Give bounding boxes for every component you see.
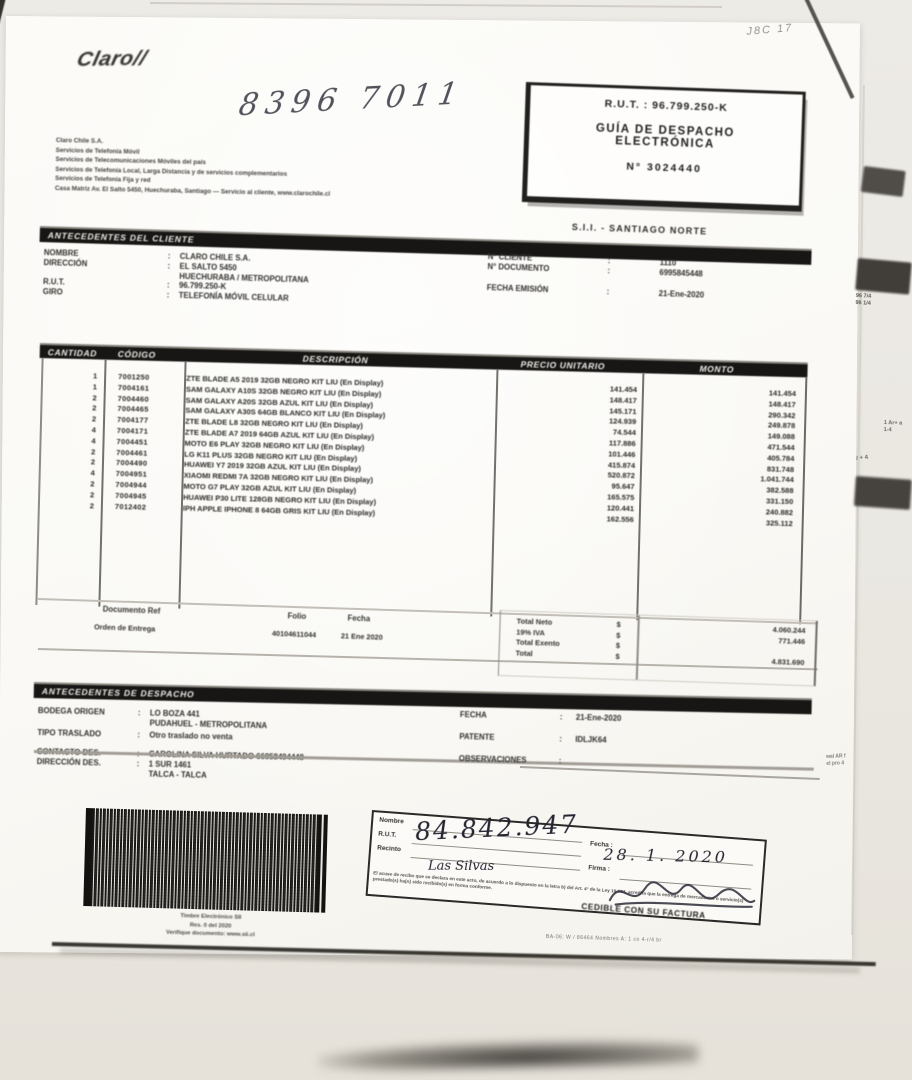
- field-colon: :: [558, 756, 562, 766]
- item-code: 7012402: [114, 501, 147, 512]
- signature-scribble: [608, 881, 756, 908]
- scan-artifact-mark: [855, 258, 912, 295]
- currency-sign: $: [615, 640, 621, 650]
- ref-value-documento: Orden de Entrega: [93, 622, 156, 634]
- handwritten-name: Las Silvas: [427, 858, 495, 875]
- col-header-cantidad: CANTIDAD: [47, 346, 98, 358]
- field-value: IDLJK64: [575, 734, 607, 745]
- field-colon: :: [166, 280, 170, 290]
- receipt-box: Nombre R.U.T. Recinto Fecha : Firma : 84…: [365, 810, 767, 926]
- field-colon: :: [167, 261, 171, 271]
- field-colon: [167, 271, 179, 281]
- field-colon: :: [167, 251, 171, 261]
- col-header-codigo: CÓDIGO: [117, 348, 156, 360]
- col-header-monto: MONTO: [699, 363, 735, 375]
- field-value: TALCA - TALCA: [148, 769, 207, 780]
- items-rows: 1 7001250 ZTE BLADE A5 2019 32GB NEGRO K…: [36, 370, 807, 530]
- field-value: PUDAHUEL - METROPOLITANA: [149, 718, 268, 731]
- currency-sign: $: [616, 619, 621, 630]
- scan-artifact-mark: [853, 476, 912, 510]
- field-value: Otro traslado no venta: [149, 730, 233, 742]
- receipt-label-recinto: Recinto: [376, 844, 402, 854]
- field-label: FECHA: [459, 710, 487, 720]
- field-colon: :: [136, 759, 140, 769]
- company-info-block: Claro Chile S.A. Servicios de Telefonía M…: [55, 136, 331, 199]
- dispatch-fields-right: FECHA : 21-Ene-2020 PATENTE : IDLJK64 OB…: [458, 710, 810, 785]
- receipt-label-nombre: Nombre: [379, 816, 405, 826]
- item-quantity: 2: [89, 500, 95, 510]
- scan-artifact-mark: [860, 166, 906, 197]
- field-colon: :: [166, 290, 170, 300]
- issuer-rut: R.U.T. : 96.799.250-K: [604, 97, 728, 115]
- field-colon: [136, 769, 148, 779]
- total-label: Total: [515, 648, 533, 658]
- receipt-label-rut: R.U.T.: [377, 830, 397, 839]
- field-colon: :: [137, 708, 141, 718]
- field-row: PATENTE : IDLJK64: [459, 732, 809, 751]
- ref-value-fecha: 21 Ene 2020: [340, 631, 383, 642]
- handwritten-date: 28. 1. 2020: [603, 844, 729, 867]
- field-colon: :: [137, 730, 141, 740]
- field-colon: :: [607, 266, 611, 276]
- receipt-label-firma: Firma :: [588, 864, 611, 873]
- background-sheet-edge: [149, 2, 722, 8]
- col-header-descripcion: DESCRIPCIÓN: [302, 353, 369, 365]
- dispatch-fields-left: BODEGA ORIGEN : LO BOZA 441 PUDAHUEL - M…: [36, 706, 477, 787]
- totals-box: Total Neto $ 4.060.244 19% IVA $ 771.446…: [497, 610, 818, 687]
- field-label: OBSERVACIONES: [458, 753, 527, 765]
- ref-value-folio: 40104611044: [271, 628, 317, 640]
- field-value: 21-Ene-2020: [658, 288, 705, 300]
- underpage-text-fragment: / + 4: [856, 454, 869, 462]
- pdf417-barcode: [83, 808, 328, 913]
- underpage-text-fragment: wal AR f el pro 4: [826, 753, 846, 767]
- claro-logo: Claro//: [74, 46, 150, 71]
- field-colon: :: [606, 287, 610, 297]
- field-colon: :: [559, 734, 563, 744]
- underpage-text-fragment: 1 Ar+ a 1-4: [883, 420, 903, 434]
- currency-sign: $: [615, 651, 620, 661]
- ref-header-fecha: Fecha: [347, 613, 371, 624]
- field-label: PATENTE: [459, 731, 495, 742]
- col-header-precio-unitario: PRECIO UNITARIO: [520, 358, 606, 371]
- totals-rows: Total Neto $ 4.060.244 19% IVA $ 771.446…: [499, 616, 815, 668]
- ref-header-documento: Documento Ref: [102, 604, 161, 616]
- field-colon: [138, 718, 150, 728]
- field-colon: :: [559, 712, 563, 722]
- field-label: [38, 716, 138, 728]
- field-value: 6995845448: [659, 267, 703, 279]
- document-number: N° 3024440: [626, 160, 703, 176]
- field-value: 1110: [659, 258, 677, 268]
- field-value: 21-Ene-2020: [575, 712, 622, 723]
- underpage-text-fragment: 96 7/4 96 1/4: [855, 293, 872, 307]
- field-label: TIPO TRASLADO: [37, 727, 102, 739]
- ref-header-folio: Folio: [287, 611, 307, 622]
- rut-dispatch-box: R.U.T. : 96.799.250-K GUÍA DE DESPACHO E…: [521, 82, 806, 212]
- scan-smudge: [318, 1038, 699, 1072]
- items-table: CANTIDAD CÓDIGO DESCRIPCIÓN PRECIO UNITA…: [33, 343, 808, 625]
- currency-sign: $: [616, 630, 621, 640]
